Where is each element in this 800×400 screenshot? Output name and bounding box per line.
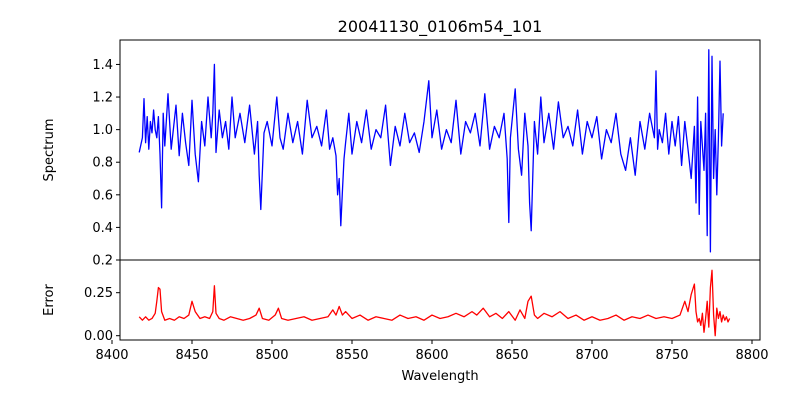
spectrum-y-axis-label: Spectrum — [42, 119, 57, 182]
spectrum-y-tick-label: 0.8 — [92, 156, 113, 171]
error-y-tick-label: 0.25 — [84, 286, 113, 301]
error-y-ticks: 0.00 0.25 — [84, 286, 120, 344]
x-tick-label: 8600 — [415, 348, 448, 363]
x-tick-label: 8750 — [655, 348, 688, 363]
x-axis-label: Wavelength — [401, 369, 478, 384]
spectrum-y-tick-label: 1.0 — [92, 123, 113, 138]
error-y-axis-label: Error — [42, 284, 57, 316]
spectrum-y-tick-label: 0.6 — [92, 188, 113, 203]
spectrum-panel: 0.2 0.4 0.6 0.8 1.0 1.2 1.4 Spectrum — [42, 39, 761, 269]
spectrum-y-tick-label: 1.4 — [92, 58, 113, 73]
spectrum-series-line — [138, 49, 724, 253]
error-axes-frame — [119, 259, 761, 341]
spectrum-y-tick-label: 1.2 — [92, 91, 113, 106]
x-axis-ticks: 8400 8450 8500 8550 8600 8650 8700 8750 8800 — [95, 340, 769, 363]
error-panel: 0.00 0.25 Error — [42, 259, 761, 344]
x-tick-label: 8650 — [495, 348, 528, 363]
x-tick-label: 8400 — [95, 348, 128, 363]
error-series-line — [138, 269, 731, 337]
error-y-tick-label: 0.00 — [84, 329, 113, 344]
spectrum-y-ticks: 0.2 0.4 0.6 0.8 1.0 1.2 1.4 — [92, 58, 120, 269]
spectrum-y-tick-label: 0.4 — [92, 221, 113, 236]
x-tick-label: 8450 — [175, 348, 208, 363]
spectrum-y-tick-label: 0.2 — [92, 254, 113, 269]
chart-title: 20041130_0106m54_101 — [338, 17, 543, 37]
x-tick-label: 8500 — [255, 348, 288, 363]
x-tick-label: 8550 — [335, 348, 368, 363]
x-tick-label: 8700 — [575, 348, 608, 363]
x-tick-label: 8800 — [735, 348, 768, 363]
